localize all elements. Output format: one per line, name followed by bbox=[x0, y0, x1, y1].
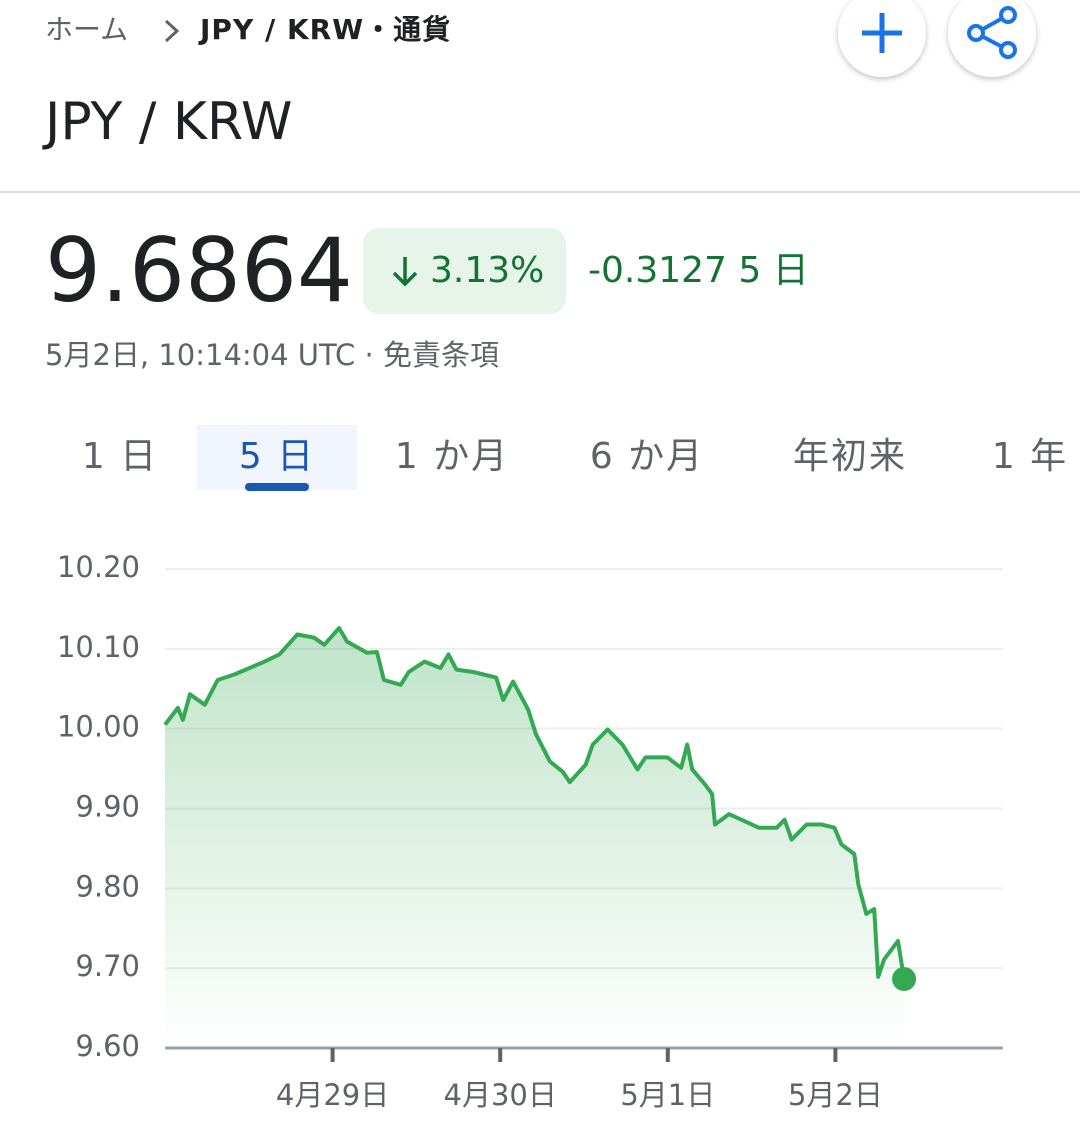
tab[interactable]: 1 か月 bbox=[395, 436, 509, 477]
chart: 9.60 9.70 9.80 9.90 10.00 10.10 10.20 4月29日 4月30… bbox=[57, 550, 1003, 1112]
change-amount: -0.3127 5 日 bbox=[588, 250, 809, 291]
change-badge bbox=[363, 228, 566, 314]
share-icon bbox=[967, 6, 1017, 59]
tab-indicator bbox=[245, 483, 309, 491]
share-button-bg[interactable] bbox=[948, 0, 1036, 77]
price-line bbox=[163, 626, 906, 980]
breadcrumb-current: JPY / KRW・通貨 bbox=[198, 13, 451, 46]
tab[interactable]: 1 年 bbox=[992, 436, 1068, 477]
x-tick-label: 4月29日 bbox=[276, 1078, 389, 1112]
x-tick-label: 5月1日 bbox=[620, 1078, 715, 1112]
follow-button[interactable] bbox=[838, 0, 926, 77]
y-tick-label: 10.20 bbox=[57, 550, 140, 584]
y-tick-label: 9.80 bbox=[75, 869, 140, 903]
y-tick-label: 9.70 bbox=[75, 949, 140, 983]
tab[interactable]: 年初来 bbox=[793, 436, 907, 477]
range-tabs: 1 日 5 日 1 か月 6 か月 年初来 1 年 bbox=[82, 425, 1068, 491]
tab[interactable]: 6 か月 bbox=[590, 436, 704, 477]
y-tick-label: 9.90 bbox=[75, 790, 140, 824]
y-tick-label: 10.00 bbox=[57, 710, 140, 744]
tab[interactable]: 1 日 bbox=[82, 436, 158, 477]
x-tick-label: 5月2日 bbox=[788, 1078, 883, 1112]
price: 9.6864 bbox=[45, 219, 353, 322]
plus-icon bbox=[862, 13, 902, 53]
x-tick-label: 4月30日 bbox=[444, 1078, 557, 1112]
tab[interactable]: 5 日 bbox=[239, 436, 315, 477]
page-title: JPY / KRW bbox=[42, 92, 292, 152]
share-button[interactable] bbox=[948, 0, 1036, 77]
timestamp: 5月2日, 10:14:04 UTC · 免責条項 bbox=[45, 338, 499, 372]
last-point bbox=[892, 967, 917, 992]
y-tick-label: 10.10 bbox=[57, 630, 140, 664]
change-percent: 3.13% bbox=[430, 250, 544, 291]
area-fill bbox=[165, 628, 904, 1048]
y-tick-label: 9.60 bbox=[75, 1029, 140, 1063]
breadcrumb-chevron bbox=[164, 19, 180, 43]
down-arrow bbox=[392, 257, 418, 287]
breadcrumb-home[interactable]: ホーム bbox=[45, 13, 128, 46]
tab-selected-bg bbox=[197, 425, 357, 490]
